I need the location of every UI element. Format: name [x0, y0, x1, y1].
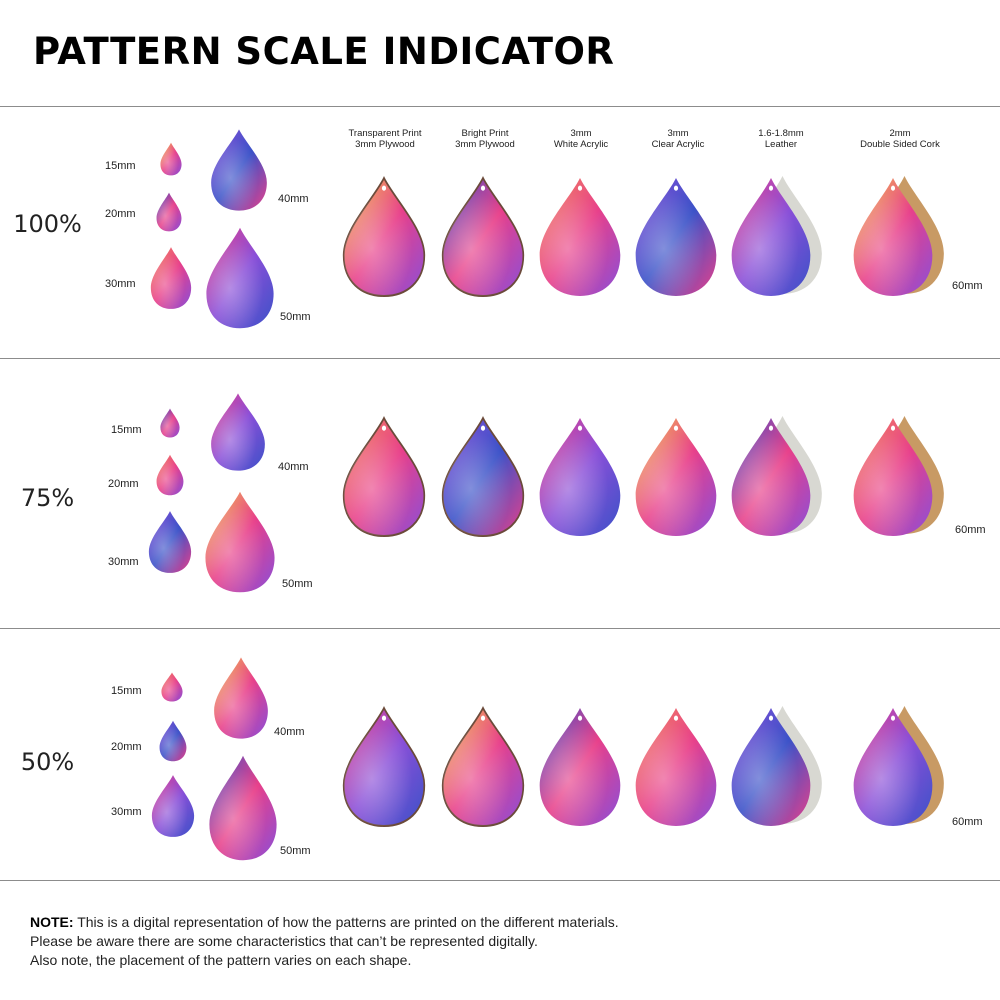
material-sample-teardrop [731, 176, 822, 296]
page-title: PATTERN SCALE INDICATOR [33, 30, 615, 73]
material-column-headers: Transparent Print 3mm Plywood Bright Prin… [0, 128, 1000, 158]
size-sample-teardrop [209, 755, 277, 861]
material-sample-teardrop [731, 706, 822, 826]
size-label-20mm: 20mm [111, 741, 142, 753]
scale-row: 50% 15mm 20mm 30mm 40mm 50mm 60mm [0, 628, 1000, 878]
column-header: 2mm Double Sided Cork [845, 128, 955, 150]
column-header: 1.6-1.8mm Leather [726, 128, 836, 150]
divider [0, 628, 1000, 629]
size-sample-teardrop [211, 393, 265, 471]
size-sample-teardrop [160, 408, 180, 438]
column-header-line: 3mm Plywood [455, 139, 515, 150]
material-sample-teardrop [731, 416, 822, 536]
material-sample-teardrop [441, 176, 525, 297]
size-sample-teardrop [148, 511, 192, 573]
column-header-line: 2mm [889, 128, 911, 139]
scale-row: 75% 15mm 20mm 30mm 40mm 50mm 60mm [0, 358, 1000, 608]
material-sample-teardrop [342, 176, 426, 297]
size-label-15mm: 15mm [111, 424, 142, 436]
scale-label: 100% [13, 210, 82, 238]
column-header-line: 3mm Plywood [355, 139, 415, 150]
divider [0, 880, 1000, 881]
divider [0, 358, 1000, 359]
size-label-15mm: 15mm [111, 685, 142, 697]
size-label-50mm: 50mm [282, 578, 313, 590]
material-sample-teardrop [853, 416, 944, 536]
material-sample-teardrop [342, 416, 426, 537]
size-label-30mm: 30mm [108, 556, 139, 568]
size-sample-teardrop [150, 247, 192, 309]
column-header-line: Double Sided Cork [860, 139, 940, 150]
footnote: NOTE: This is a digital representation o… [30, 913, 970, 970]
size-label-20mm: 20mm [108, 478, 139, 490]
column-header-line: Clear Acrylic [651, 139, 705, 150]
size-sample-teardrop [160, 142, 182, 176]
scale-row: 100% 15mm 20mm 30mm 40mm 50mm 60mm [0, 106, 1000, 356]
size-sample-teardrop [206, 227, 274, 329]
material-sample-teardrop [539, 708, 621, 826]
size-label-15mm: 15mm [105, 160, 136, 172]
material-sample-teardrop [539, 178, 621, 296]
size-sample-teardrop [211, 129, 267, 211]
size-label-40mm: 40mm [278, 461, 309, 473]
size-label-60mm: 60mm [955, 524, 986, 536]
column-header: Bright Print 3mm Plywood [430, 128, 540, 150]
column-header-line: 3mm [570, 128, 592, 139]
size-label-60mm: 60mm [952, 280, 983, 292]
size-sample-teardrop [159, 720, 187, 762]
material-sample-teardrop [635, 708, 717, 826]
material-sample-teardrop [539, 418, 621, 536]
note-text: This is a digital representation of how … [73, 914, 619, 930]
size-label-50mm: 50mm [280, 845, 311, 857]
note-line: NOTE: This is a digital representation o… [30, 913, 970, 932]
size-label-60mm: 60mm [952, 816, 983, 828]
note-line: Also note, the placement of the pattern … [30, 952, 412, 968]
size-sample-teardrop [205, 491, 275, 593]
material-sample-teardrop [853, 706, 944, 826]
size-sample-teardrop [214, 657, 268, 739]
size-label-40mm: 40mm [278, 193, 309, 205]
material-sample-teardrop [635, 418, 717, 536]
size-label-30mm: 30mm [105, 278, 136, 290]
size-sample-teardrop [161, 672, 183, 702]
column-header-line: 1.6-1.8mm [758, 128, 804, 139]
column-header-line: Leather [764, 139, 798, 150]
scale-label: 75% [20, 484, 75, 512]
size-label-50mm: 50mm [280, 311, 311, 323]
column-header-line: Bright Print [461, 128, 509, 139]
column-header: 3mm Clear Acrylic [623, 128, 733, 150]
size-label-20mm: 20mm [105, 208, 136, 220]
material-sample-teardrop [441, 706, 525, 827]
material-sample-teardrop [635, 178, 717, 296]
note-label: NOTE: [30, 914, 74, 930]
material-sample-teardrop [342, 706, 426, 827]
note-line: Please be aware there are some character… [30, 933, 538, 949]
material-sample-teardrop [853, 176, 944, 296]
column-header: 3mm White Acrylic [526, 128, 636, 150]
size-sample-teardrop [156, 192, 182, 232]
column-header-line: Transparent Print [348, 128, 422, 139]
column-header-line: 3mm [667, 128, 689, 139]
divider [0, 106, 1000, 107]
size-sample-teardrop [151, 775, 195, 837]
size-sample-teardrop [156, 454, 184, 496]
column-header: Transparent Print 3mm Plywood [330, 128, 440, 150]
material-sample-teardrop [441, 416, 525, 537]
column-header-line: White Acrylic [553, 139, 609, 150]
size-label-40mm: 40mm [274, 726, 305, 738]
size-label-30mm: 30mm [111, 806, 142, 818]
scale-label: 50% [20, 748, 75, 776]
